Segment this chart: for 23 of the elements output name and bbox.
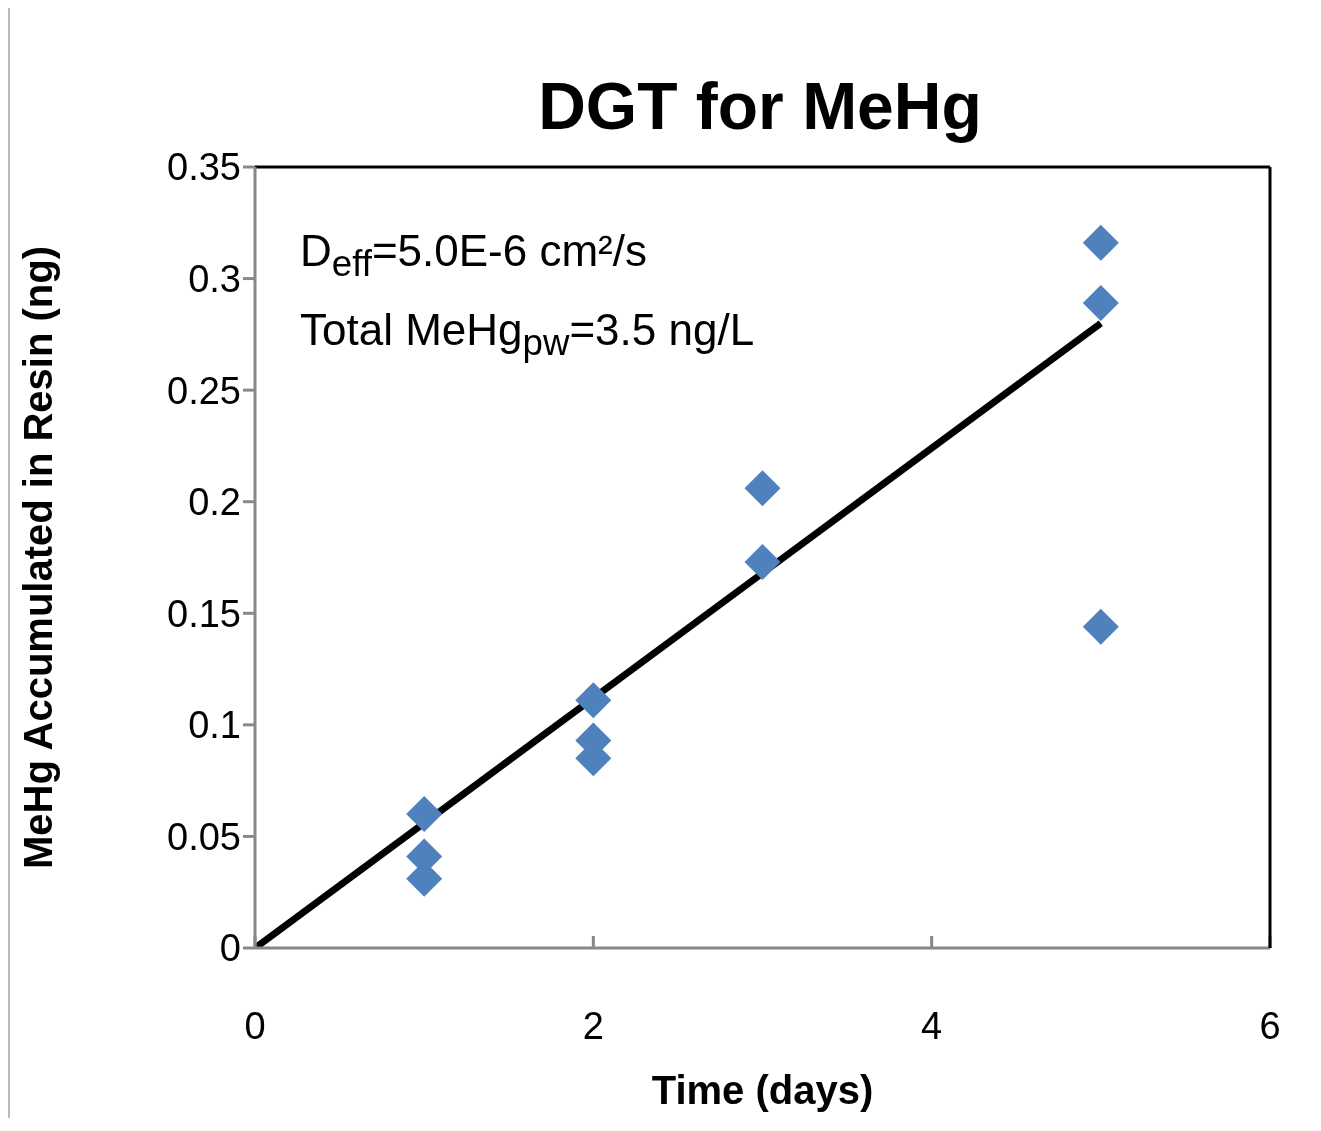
point: [1082, 224, 1119, 261]
point: [1082, 285, 1119, 322]
y-axis-title: MeHg Accumulated in Resin (ng): [16, 245, 61, 870]
annotation: D$_{eff}$=5.0E-6 cm²/s: [300, 225, 648, 286]
point: [1082, 608, 1119, 645]
y-tick-label: 0.3: [188, 258, 241, 301]
y-tick-label: 0: [219, 927, 241, 970]
x-tick-label: 6: [1259, 1004, 1281, 1047]
y-tick-label: 0.25: [167, 369, 241, 412]
y-tick-label: 0.35: [167, 146, 241, 189]
y-tick-label: 0.1: [188, 704, 241, 747]
point: [575, 682, 612, 719]
chart-title: DGT for MeHg: [537, 68, 983, 144]
x-axis-title: Time (days): [651, 1068, 874, 1112]
x-tick-label: 4: [921, 1004, 943, 1047]
x-tick-label: 2: [582, 1004, 604, 1047]
y-tick-label: 0.2: [188, 481, 241, 524]
point: [406, 796, 443, 833]
point: [744, 543, 781, 580]
annotation: Total MeHg$_{pw}$=3.5 ng/L: [300, 303, 755, 365]
y-tick-label: 0.15: [167, 592, 241, 635]
point: [744, 470, 781, 507]
y-tick-label: 0.05: [167, 815, 241, 858]
